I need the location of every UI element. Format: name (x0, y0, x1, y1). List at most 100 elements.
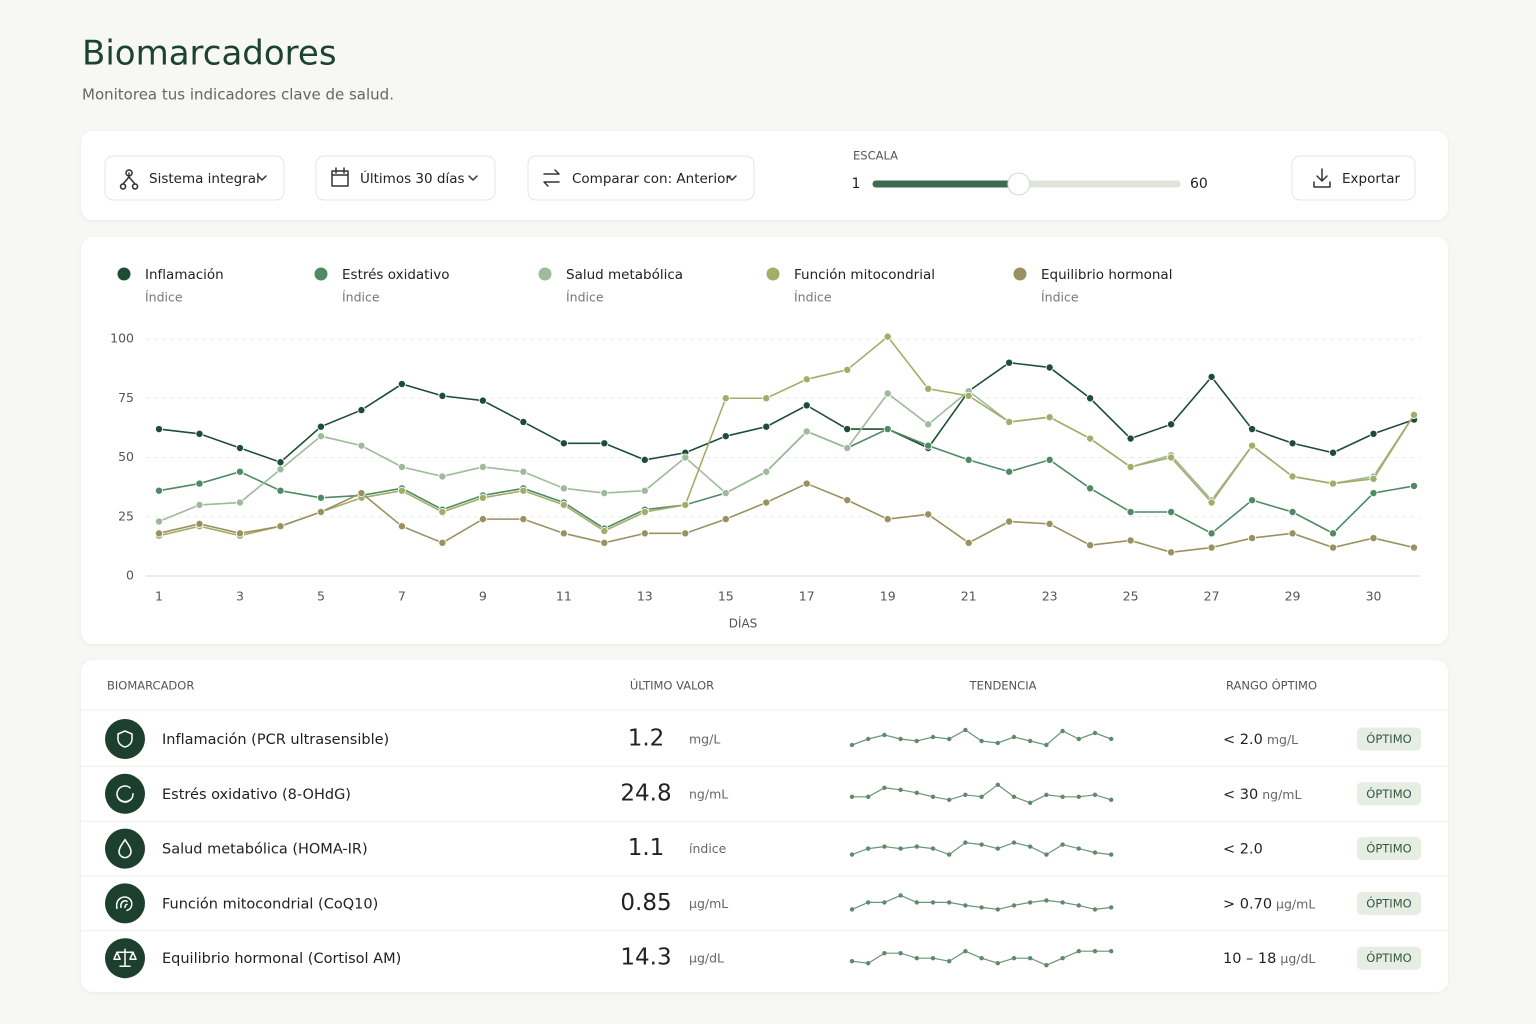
sparkline-point (849, 907, 855, 912)
data-point (1167, 508, 1176, 517)
page-subtitle: Monitorea tus indicadores clave de salud… (82, 86, 394, 104)
biomarker-name: Salud metabólica (HOMA-IR) (162, 842, 368, 858)
sparkline-point (898, 736, 903, 742)
data-point (397, 462, 406, 471)
data-point (640, 529, 649, 538)
filter-button[interactable]: Últimos 30 días (315, 155, 496, 201)
value-unit: mg/L (689, 732, 720, 747)
data-point (1207, 372, 1216, 381)
data-point (721, 394, 730, 403)
filter-button[interactable]: Comparar con: Anterior (527, 155, 755, 201)
chart-card (81, 237, 1448, 644)
sparkline-point (898, 951, 903, 956)
sparkline-point (930, 734, 936, 740)
sparkline-point (914, 844, 919, 849)
status-badge (1357, 837, 1421, 861)
sparkline-point (1109, 797, 1114, 802)
x-tick-label: 23 (1042, 589, 1058, 604)
filter-button[interactable]: Sistema integral (104, 155, 285, 201)
data-point (397, 486, 406, 495)
data-point (357, 489, 366, 498)
data-point (802, 401, 811, 410)
range-unit: µg/mL (1276, 896, 1315, 911)
sparkline-point (1028, 800, 1033, 805)
x-tick-label: 13 (637, 589, 653, 604)
data-point (924, 420, 933, 429)
sparkline-point (898, 846, 903, 851)
button-label: Comparar con: Anterior (572, 171, 731, 187)
table-row[interactable]: Salud metabólica (HOMA-IR) 1.1 índice < 2.0… (105, 828, 1421, 869)
data-point (1005, 358, 1014, 367)
sparkline-point (914, 900, 919, 905)
data-point (883, 332, 892, 341)
chevron (257, 175, 267, 181)
legend-unit: Índice (342, 290, 380, 305)
data-point (762, 467, 771, 476)
scale-max: 60 (1190, 176, 1208, 192)
data-point (924, 510, 933, 519)
data-point (1086, 394, 1095, 403)
data-point (276, 458, 285, 467)
data-point (519, 417, 528, 426)
chevron (727, 175, 737, 181)
data-point (195, 429, 204, 438)
data-point (397, 380, 406, 389)
sparkline-point (1011, 903, 1017, 908)
legend-unit: Índice (794, 290, 832, 305)
data-point (681, 500, 690, 509)
x-axis-label: DÍAS (729, 616, 758, 631)
data-point (276, 486, 285, 495)
data-point (1369, 489, 1378, 498)
sparkline-point (1011, 840, 1017, 845)
row-icon (117, 730, 133, 748)
x-tick-label: 5 (317, 589, 325, 604)
sparkline-point (1044, 963, 1049, 968)
sparkline-point (1028, 844, 1033, 849)
table-row[interactable]: Estrés oxidativo (8-OHdG) 24.8 ng/mL < 30 ng… (105, 773, 1421, 814)
legend-unit: Índice (1041, 290, 1079, 305)
export-button[interactable]: Exportar (1291, 155, 1416, 201)
status-badge (1357, 727, 1421, 751)
data-point (1329, 448, 1338, 457)
row-icon-bg (105, 773, 145, 814)
button-bg (1291, 155, 1416, 201)
row-icon (115, 896, 133, 912)
optimal-range: < 2.0 (1223, 842, 1263, 858)
data-point (721, 489, 730, 498)
sparkline-point (1060, 794, 1065, 799)
sparkline-point (947, 797, 952, 802)
sparkline-point (1044, 852, 1049, 857)
biomarker-name: Equilibrio hormonal (Cortisol AM) (162, 951, 401, 967)
data-point (762, 498, 771, 507)
data-point (964, 391, 973, 400)
button-bg (527, 155, 755, 201)
sparkline-point (1044, 792, 1049, 797)
data-point (316, 493, 325, 502)
sparkline-point (1109, 949, 1114, 954)
sparkline-point (866, 846, 871, 851)
column-header: TENDENCIA (969, 679, 1037, 693)
data-point (1167, 453, 1176, 462)
data-point (1005, 467, 1014, 476)
sparkline-point (1028, 738, 1033, 744)
sparkline-point (963, 949, 968, 954)
data-point (964, 455, 973, 464)
y-tick-label: 50 (118, 449, 134, 464)
slider-thumb[interactable] (1007, 172, 1031, 196)
data-point (1167, 548, 1176, 557)
sparkline-point (1076, 736, 1082, 742)
sparkline-point (1060, 728, 1065, 734)
sparkline-point (898, 787, 903, 792)
data-point (195, 479, 204, 488)
data-point (681, 453, 690, 462)
table-row[interactable]: Inflamación (PCR ultrasensible) 1.2 mg/L < … (105, 719, 1421, 759)
sparkline-point (882, 900, 887, 905)
sparkline-point (1028, 956, 1033, 961)
sparkline-point (963, 840, 968, 845)
table-row[interactable]: Equilibrio hormonal (Cortisol AM) 14.3 µg/… (105, 938, 1421, 979)
latest-value: 1.2 (628, 726, 665, 752)
sparkline-point (1109, 905, 1114, 910)
status-badge (1357, 891, 1421, 915)
table-row[interactable]: Función mitocondrial (CoQ10) 0.85 µg/mL > 0… (105, 883, 1421, 924)
legend-swatch (766, 267, 780, 281)
